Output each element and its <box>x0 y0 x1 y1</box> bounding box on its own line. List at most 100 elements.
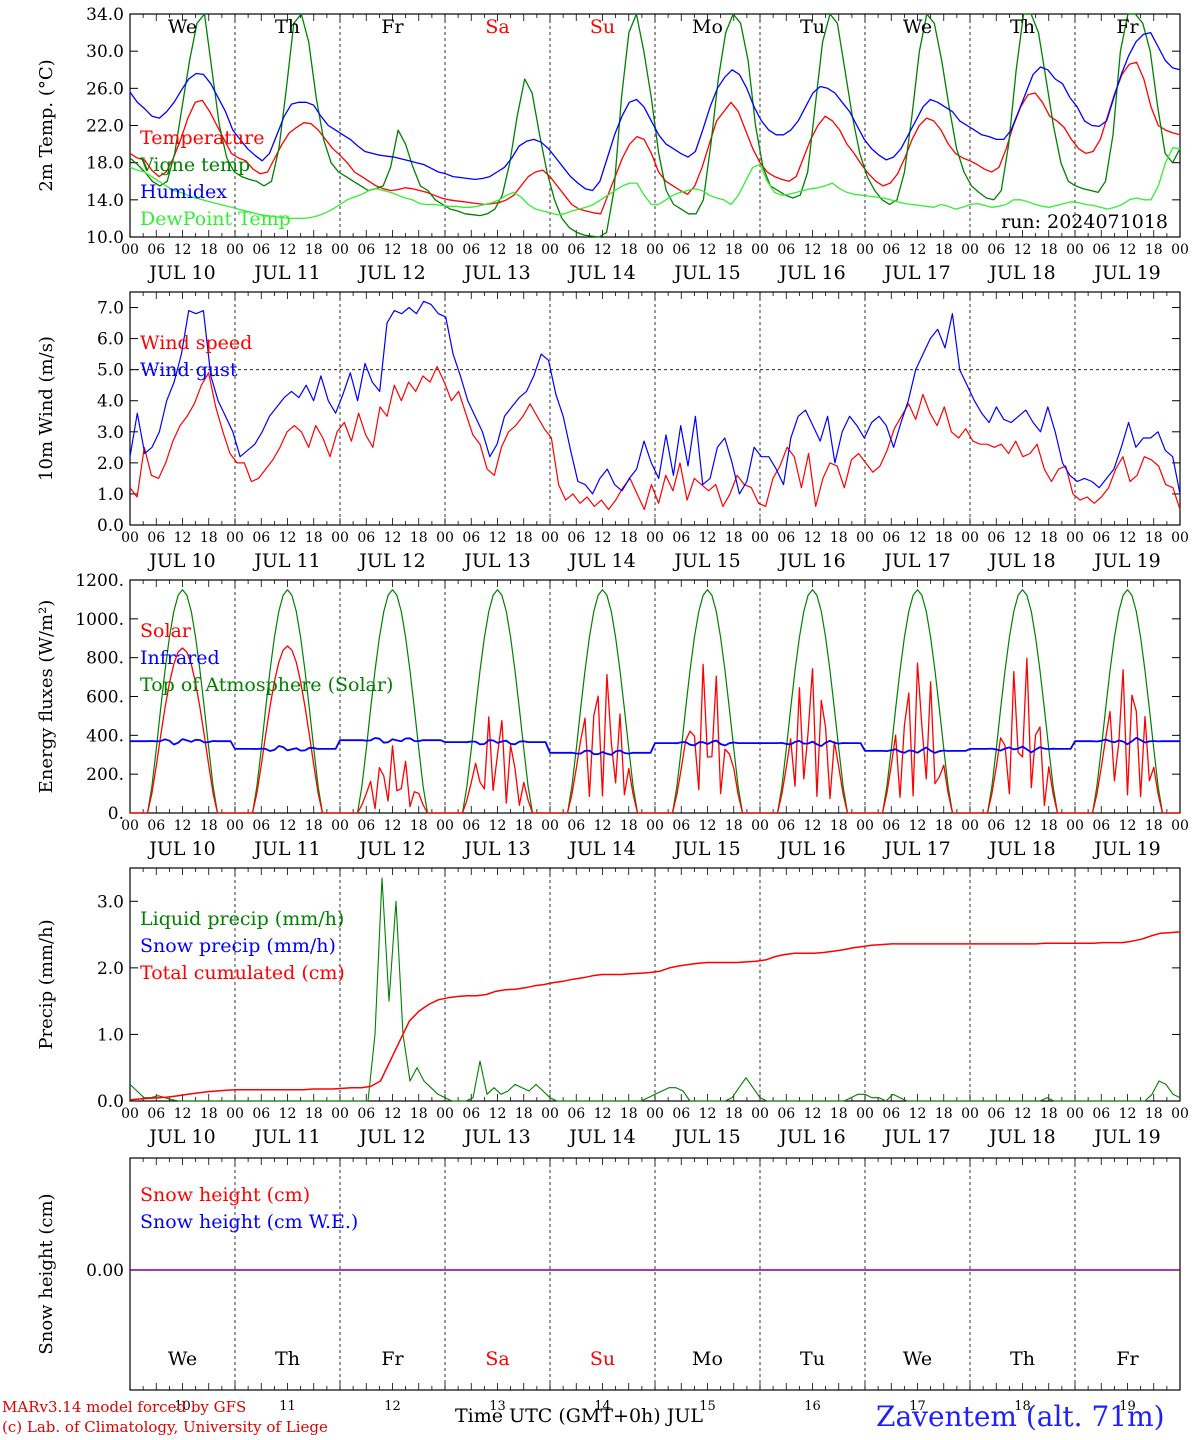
precip-hour-label: 12 <box>1119 1106 1137 1122</box>
precip-y-tick-label: 3.0 <box>97 892 124 912</box>
wind-y-tick-label: 4.0 <box>97 392 124 412</box>
energy-y-axis-label: Energy fluxes (W/m²) <box>36 600 57 794</box>
energy-hour-label: 18 <box>935 818 953 834</box>
energy-hour-label: 06 <box>1092 818 1110 834</box>
energy-y-tick-label: 400. <box>86 726 124 746</box>
run-annotation: run: 2024071018 <box>1001 211 1168 233</box>
energy-hour-label: 12 <box>279 818 297 834</box>
energy-hour-label: 18 <box>305 818 323 834</box>
temp-day-label: JUL 12 <box>357 262 425 284</box>
temp-hour-label: 00 <box>436 242 454 258</box>
precip-hour-label: 18 <box>410 1106 428 1122</box>
energy-hour-label: 00 <box>226 818 244 834</box>
precip-hour-label: 12 <box>699 1106 717 1122</box>
temp-day-label: JUL 14 <box>567 262 635 284</box>
precip-hour-label: 12 <box>594 1106 612 1122</box>
energy-hour-label: 06 <box>987 818 1005 834</box>
precip-day-label: JUL 10 <box>147 1126 215 1148</box>
precip-hour-label: 18 <box>305 1106 323 1122</box>
snow-legend-0: Snow height (cm) <box>140 1184 310 1206</box>
snow-day-number: 11 <box>279 1399 296 1414</box>
energy-hour-label: 12 <box>384 818 402 834</box>
snow-day-number: 14 <box>594 1399 611 1414</box>
energy-legend-2: Top of Atmosphere (Solar) <box>140 674 393 696</box>
precip-hour-label: 12 <box>1014 1106 1032 1122</box>
temp-hour-label: 06 <box>147 242 165 258</box>
wind-hour-label: 18 <box>515 530 533 546</box>
temp-hour-label: 18 <box>830 242 848 258</box>
energy-day-label: JUL 11 <box>252 838 320 860</box>
energy-y-tick-label: 1000. <box>75 610 124 630</box>
temp-hour-label: 00 <box>331 242 349 258</box>
precip-hour-label: 00 <box>856 1106 874 1122</box>
temp-day-label: JUL 11 <box>252 262 320 284</box>
temp-legend-2: Humidex <box>140 181 227 203</box>
temp-hour-label: 18 <box>410 242 428 258</box>
energy-hour-label: 06 <box>882 818 900 834</box>
wind-hour-label: 18 <box>935 530 953 546</box>
wind-hour-label: 00 <box>1066 530 1084 546</box>
wind-hour-label: 12 <box>909 530 927 546</box>
energy-y-tick-label: 800. <box>86 649 124 669</box>
temp-hour-label: 06 <box>987 242 1005 258</box>
snow-day-number: 16 <box>804 1399 821 1414</box>
temp-y-tick-label: 34.0 <box>86 5 124 25</box>
wind-hour-label: 12 <box>594 530 612 546</box>
temp-hour-label: 00 <box>541 242 559 258</box>
wind-legend-1: Wind gust <box>140 359 238 381</box>
wind-y-tick-label: 1.0 <box>97 485 124 505</box>
snow-weekday-label: Mo <box>692 1348 723 1370</box>
temp-series-red <box>129 61 1181 215</box>
energy-hour-label: 00 <box>751 818 769 834</box>
energy-day-label: JUL 14 <box>567 838 635 860</box>
precip-day-label: JUL 12 <box>357 1126 425 1148</box>
precip-hour-label: 06 <box>357 1106 375 1122</box>
energy-series-solar <box>130 645 1180 814</box>
snow-weekday-label: We <box>168 1348 197 1370</box>
energy-hour-label: 12 <box>1014 818 1032 834</box>
precip-hour-label: 18 <box>200 1106 218 1122</box>
wind-hour-label: 06 <box>252 530 270 546</box>
precip-legend-0: Liquid precip (mm/h) <box>140 908 344 930</box>
energy-hour-label: 06 <box>252 818 270 834</box>
wind-y-tick-label: 0.0 <box>97 516 124 536</box>
wind-hour-label: 12 <box>384 530 402 546</box>
precip-hour-label: 18 <box>830 1106 848 1122</box>
wind-day-label: JUL 15 <box>672 550 740 572</box>
snow-day-number: 18 <box>1014 1399 1031 1414</box>
temp-series-blue <box>129 31 1181 192</box>
temp-weekday-label: We <box>903 16 932 38</box>
temp-legend-3: DewPoint Temp <box>140 208 291 230</box>
precip-day-label: JUL 14 <box>567 1126 635 1148</box>
wind-hour-label: 06 <box>987 530 1005 546</box>
wind-day-label: JUL 10 <box>147 550 215 572</box>
temp-hour-label: 12 <box>174 242 192 258</box>
energy-y-tick-label: 200. <box>86 765 124 785</box>
temp-hour-label: 18 <box>200 242 218 258</box>
precip-hour-label: 06 <box>147 1106 165 1122</box>
temp-day-label: JUL 13 <box>462 262 530 284</box>
precip-hour-label: 06 <box>672 1106 690 1122</box>
wind-hour-label: 18 <box>410 530 428 546</box>
precip-hour-label: 00 <box>331 1106 349 1122</box>
temp-y-tick-label: 30.0 <box>86 42 124 62</box>
wind-hour-label: 18 <box>620 530 638 546</box>
temp-series-green <box>129 13 1181 238</box>
snow-day-number: 13 <box>489 1399 506 1414</box>
energy-hour-label: 00 <box>961 818 979 834</box>
temp-hour-label: 06 <box>672 242 690 258</box>
snow-day-number: 15 <box>699 1399 716 1414</box>
wind-day-label: JUL 12 <box>357 550 425 572</box>
wind-y-tick-label: 2.0 <box>97 454 124 474</box>
precip-hour-label: 00 <box>646 1106 664 1122</box>
wind-hour-label: 06 <box>357 530 375 546</box>
energy-legend-1: Infrared <box>140 647 220 669</box>
temp-day-label: JUL 10 <box>147 262 215 284</box>
temp-hour-label: 00 <box>1171 242 1189 258</box>
temp-hour-label: 12 <box>384 242 402 258</box>
precip-hour-label: 18 <box>935 1106 953 1122</box>
energy-hour-label: 00 <box>436 818 454 834</box>
snow-y-tick-label: 0.00 <box>86 1261 124 1281</box>
energy-day-label: JUL 12 <box>357 838 425 860</box>
wind-hour-label: 12 <box>174 530 192 546</box>
